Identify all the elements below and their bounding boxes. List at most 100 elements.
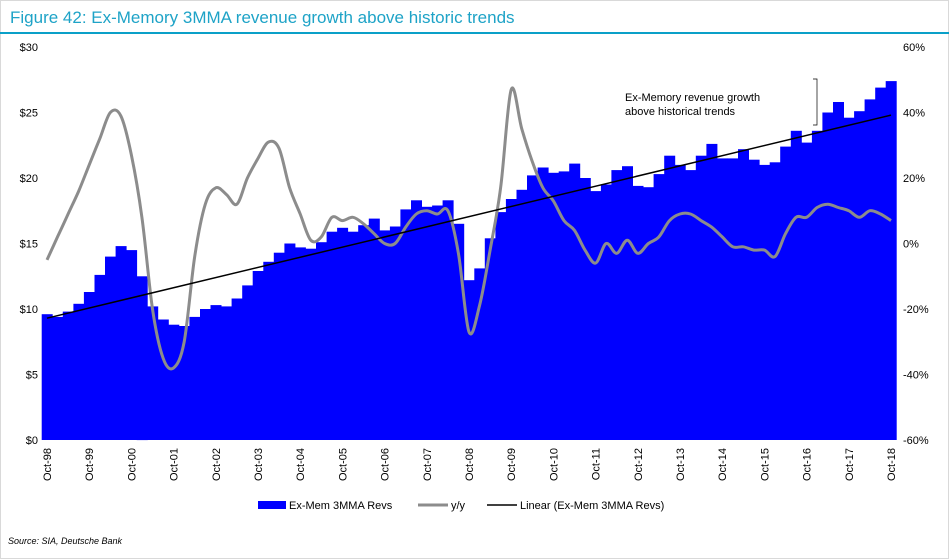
revenue-bar (83, 292, 95, 440)
revenue-bar (759, 164, 771, 440)
revenue-bar (305, 248, 317, 440)
revenue-bar (294, 247, 306, 440)
legend-label-revs: Ex-Mem 3MMA Revs (289, 500, 393, 512)
revenue-bar (537, 167, 549, 440)
revenue-bars (41, 81, 897, 441)
x-tick-label: Oct-05 (337, 448, 349, 481)
revenue-bar (590, 191, 602, 440)
x-tick-label: Oct-99 (84, 448, 96, 481)
left-tick-label: $10 (20, 304, 38, 316)
right-tick-label: 40% (903, 108, 925, 120)
left-axis-ticks: $0 $5 $10 $15 $20 $25 $30 (20, 42, 38, 447)
x-tick-label: Oct-06 (380, 448, 392, 481)
revenue-bar (885, 81, 897, 440)
revenue-bar (484, 238, 496, 440)
legend-label-trend: Linear (Ex-Mem 3MMA Revs) (520, 500, 664, 512)
revenue-bar (548, 172, 560, 441)
linear-trend-line (46, 114, 892, 319)
left-tick-label: $0 (26, 435, 38, 447)
revenue-bar (653, 174, 665, 440)
revenue-bar (569, 163, 581, 440)
x-tick-label: Oct-11 (591, 448, 603, 480)
revenue-bar (674, 164, 686, 440)
revenue-bar (126, 250, 138, 440)
revenue-bar (843, 117, 855, 440)
revenue-bar (738, 149, 749, 440)
annotation-line-2: above historical trends (625, 106, 736, 118)
revenue-bar (178, 326, 190, 440)
revenue-bar (221, 306, 233, 440)
revenue-bar (358, 225, 370, 440)
revenue-bar (316, 242, 327, 440)
revenue-bar (263, 261, 275, 440)
revenue-bar (664, 155, 676, 440)
revenue-bar (421, 206, 433, 440)
revenue-bar (822, 112, 834, 440)
right-tick-label: -20% (903, 304, 929, 316)
x-axis-ticks: Oct-98 Oct-99 Oct-00 Oct-01 Oct-02 Oct-03 Oct-… (42, 448, 898, 481)
revenue-bar (632, 185, 644, 440)
left-tick-label: $5 (26, 370, 38, 382)
revenue-bar (115, 246, 127, 440)
revenue-bar (833, 102, 844, 440)
revenue-bar (52, 316, 64, 440)
revenue-bar (337, 227, 349, 440)
revenue-bar (716, 158, 728, 440)
revenue-bar (622, 166, 633, 440)
revenue-bar (41, 314, 53, 440)
revenue-bar (411, 200, 422, 440)
right-tick-label: 20% (903, 173, 925, 185)
revenue-bar (210, 305, 222, 440)
revenue-bar (748, 159, 760, 440)
revenue-bar (379, 230, 391, 440)
x-tick-label: Oct-13 (675, 448, 687, 481)
revenue-bar (611, 170, 623, 440)
revenue-bar (579, 178, 591, 440)
x-tick-label: Oct-07 (422, 448, 434, 481)
revenue-bar (389, 226, 401, 440)
revenue-bar (231, 298, 243, 440)
x-tick-label: Oct-16 (802, 448, 814, 481)
revenue-bar (432, 205, 444, 440)
legend-label-yoy: y/y (451, 500, 466, 512)
annotation-bracket (813, 78, 818, 126)
revenue-bar (73, 303, 85, 440)
x-tick-label: Oct-17 (844, 448, 856, 481)
x-tick-label: Oct-12 (633, 448, 645, 481)
revenue-bar (400, 209, 412, 440)
x-tick-label: Oct-08 (464, 448, 476, 481)
revenue-bar (189, 316, 201, 440)
revenue-bar (94, 274, 106, 440)
revenue-bar (136, 276, 148, 441)
revenue-bar (811, 130, 823, 441)
annotation: Ex-Memory revenue growth above historica… (625, 78, 818, 126)
revenue-bar (168, 324, 180, 440)
x-tick-label: Oct-10 (548, 448, 560, 481)
revenue-bar (780, 146, 792, 440)
chart-title: Figure 42: Ex-Memory 3MMA revenue growth… (10, 8, 515, 27)
x-tick-label: Oct-15 (759, 448, 771, 481)
revenue-bar (463, 280, 475, 440)
revenue-bar (695, 155, 707, 440)
revenue-bar (147, 306, 159, 440)
revenue-bar (326, 231, 338, 440)
revenue-bar (875, 87, 887, 440)
revenue-bar (284, 243, 296, 440)
legend: Ex-Mem 3MMA Revs y/y Linear (Ex-Mem 3MMA… (258, 500, 664, 512)
x-tick-label: Oct-14 (717, 448, 729, 481)
revenue-bar (273, 252, 285, 440)
legend-swatch-revs (258, 501, 286, 509)
x-tick-label: Oct-00 (126, 448, 138, 481)
x-tick-label: Oct-18 (886, 448, 898, 481)
source-note: Source: SIA, Deutsche Bank (8, 536, 123, 546)
x-tick-label: Oct-01 (169, 448, 181, 481)
revenue-bar (157, 319, 169, 440)
left-tick-label: $15 (20, 239, 38, 251)
annotation-line-1: Ex-Memory revenue growth (625, 92, 760, 104)
right-axis-ticks: -60% -40% -20% 0% 20% 40% 60% (903, 42, 929, 447)
revenue-bar (495, 212, 507, 440)
left-tick-label: $30 (20, 42, 38, 54)
yoy-line (45, 86, 892, 371)
revenue-bar (727, 158, 739, 440)
x-tick-label: Oct-04 (295, 448, 307, 481)
